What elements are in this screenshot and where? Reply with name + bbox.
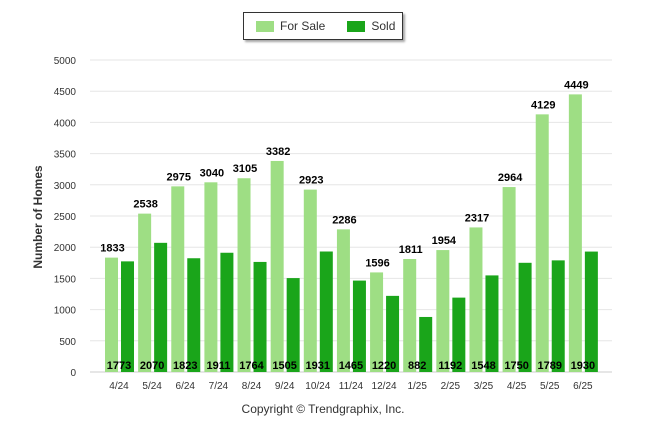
y-tick-label: 1500 bbox=[54, 274, 77, 285]
x-tick-label: 10/24 bbox=[305, 381, 330, 392]
bar-for-sale[interactable] bbox=[138, 213, 152, 372]
x-tick-label: 3/25 bbox=[474, 381, 494, 392]
legend: For Sale Sold bbox=[243, 12, 403, 40]
bar-sold[interactable] bbox=[220, 252, 234, 372]
bar-sold[interactable] bbox=[286, 278, 300, 372]
x-tick-label: 4/25 bbox=[507, 381, 527, 392]
legend-swatch-sold bbox=[347, 20, 366, 32]
bar-for-sale[interactable] bbox=[204, 182, 218, 372]
bar-for-sale[interactable] bbox=[568, 94, 582, 373]
data-label-sold: 1764 bbox=[239, 360, 264, 372]
bar-for-sale[interactable] bbox=[469, 227, 483, 372]
x-tick-label: 2/25 bbox=[441, 381, 461, 392]
data-label-sold: 1930 bbox=[571, 360, 595, 372]
x-tick-label: 7/24 bbox=[209, 381, 229, 392]
data-label-sold: 1465 bbox=[339, 360, 363, 372]
x-tick-label: 11/24 bbox=[339, 381, 364, 392]
data-label-for-sale: 2975 bbox=[167, 171, 191, 183]
data-label-sold: 1773 bbox=[107, 360, 131, 372]
bar-sold[interactable] bbox=[518, 262, 532, 372]
y-tick-label: 0 bbox=[70, 368, 76, 379]
x-tick-label: 6/25 bbox=[573, 381, 593, 392]
data-label-for-sale: 2286 bbox=[332, 214, 356, 226]
y-tick-label: 3000 bbox=[54, 181, 77, 192]
bar-for-sale[interactable] bbox=[270, 160, 284, 372]
x-tick-label: 12/24 bbox=[372, 381, 397, 392]
data-label-sold: 1789 bbox=[537, 360, 561, 372]
x-tick-label: 5/25 bbox=[540, 381, 560, 392]
legend-label-sold: Sold bbox=[371, 19, 396, 33]
data-label-sold: 1931 bbox=[306, 360, 330, 372]
bar-sold[interactable] bbox=[154, 242, 168, 372]
data-label-for-sale: 2538 bbox=[133, 199, 157, 211]
bar-for-sale[interactable] bbox=[535, 114, 549, 372]
data-label-sold: 1220 bbox=[372, 360, 396, 372]
bar-for-sale[interactable] bbox=[502, 187, 516, 372]
data-label-for-sale: 2923 bbox=[299, 175, 323, 187]
bar-for-sale[interactable] bbox=[171, 186, 185, 372]
bar-sold[interactable] bbox=[352, 280, 366, 372]
bar-sold[interactable] bbox=[121, 261, 134, 372]
data-label-sold: 882 bbox=[408, 360, 426, 372]
x-tick-label: 4/24 bbox=[109, 381, 129, 392]
y-tick-label: 3500 bbox=[54, 150, 77, 161]
bar-for-sale[interactable] bbox=[403, 258, 417, 372]
bar-for-sale[interactable] bbox=[105, 257, 118, 372]
data-label-for-sale: 4129 bbox=[531, 99, 555, 111]
bar-sold[interactable] bbox=[253, 261, 267, 372]
legend-label-for-sale: For Sale bbox=[280, 19, 326, 33]
y-axis-ticks: 0 500 1000 1500 2000 2500 3000 3500 4000 4500 5000 bbox=[54, 56, 77, 379]
legend-item-sold[interactable]: Sold bbox=[347, 19, 395, 33]
data-label-sold: 1823 bbox=[173, 360, 197, 372]
bar-for-sale[interactable] bbox=[436, 250, 450, 372]
bar-sold[interactable] bbox=[485, 275, 499, 372]
bar-sold[interactable] bbox=[584, 251, 598, 372]
y-tick-label: 5000 bbox=[54, 56, 77, 67]
bar-sold[interactable] bbox=[452, 297, 466, 372]
x-tick-label: 6/24 bbox=[176, 381, 196, 392]
data-label-for-sale: 1596 bbox=[365, 257, 389, 269]
data-label-for-sale: 2317 bbox=[465, 212, 489, 224]
data-label-for-sale: 3382 bbox=[266, 146, 290, 158]
bar-sold[interactable] bbox=[386, 295, 400, 372]
y-tick-label: 4500 bbox=[54, 87, 77, 98]
bars: 1833 1773 2538 2070 2975 1823 3040 1911 3105 1764… bbox=[100, 79, 598, 373]
data-label-for-sale: 1954 bbox=[432, 235, 457, 247]
bar-for-sale[interactable] bbox=[237, 178, 251, 372]
data-label-sold: 2070 bbox=[140, 360, 164, 372]
x-tick-label: 8/24 bbox=[242, 381, 262, 392]
y-tick-label: 2000 bbox=[54, 243, 77, 254]
y-axis-label: Number of Homes bbox=[31, 165, 45, 269]
bar-for-sale[interactable] bbox=[336, 229, 350, 372]
data-label-sold: 1548 bbox=[471, 360, 495, 372]
data-label-for-sale: 4449 bbox=[564, 79, 588, 91]
y-tick-label: 1000 bbox=[54, 306, 77, 317]
x-tick-label: 5/24 bbox=[142, 381, 162, 392]
data-label-for-sale: 1811 bbox=[399, 244, 423, 256]
bar-sold[interactable] bbox=[187, 258, 201, 372]
legend-swatch-for-sale bbox=[256, 20, 274, 32]
data-label-for-sale: 2964 bbox=[498, 172, 523, 184]
data-label-sold: 1750 bbox=[504, 360, 528, 372]
data-label-for-sale: 3105 bbox=[233, 163, 257, 175]
x-tick-label: 1/25 bbox=[407, 381, 427, 392]
bar-sold[interactable] bbox=[419, 316, 433, 372]
copyright-text: Copyright © Trendgraphix, Inc. bbox=[241, 402, 405, 416]
data-label-sold: 1192 bbox=[438, 360, 462, 372]
x-tick-label: 9/24 bbox=[275, 381, 295, 392]
bar-sold[interactable] bbox=[319, 251, 333, 372]
data-label-for-sale: 3040 bbox=[200, 167, 224, 179]
data-label-for-sale: 1833 bbox=[100, 243, 124, 255]
data-label-sold: 1911 bbox=[206, 360, 230, 372]
legend-item-for-sale[interactable]: For Sale bbox=[256, 19, 325, 33]
x-axis-ticks: 4/24 5/24 6/24 7/24 8/24 9/24 10/24 11/24 12/24 1… bbox=[109, 381, 593, 392]
data-label-sold: 1505 bbox=[272, 360, 296, 372]
y-tick-label: 4000 bbox=[54, 118, 77, 129]
bar-for-sale[interactable] bbox=[370, 272, 384, 372]
bar-sold[interactable] bbox=[551, 260, 565, 372]
y-tick-label: 500 bbox=[59, 337, 76, 348]
bar-for-sale[interactable] bbox=[303, 189, 317, 372]
y-tick-label: 2500 bbox=[54, 212, 77, 223]
